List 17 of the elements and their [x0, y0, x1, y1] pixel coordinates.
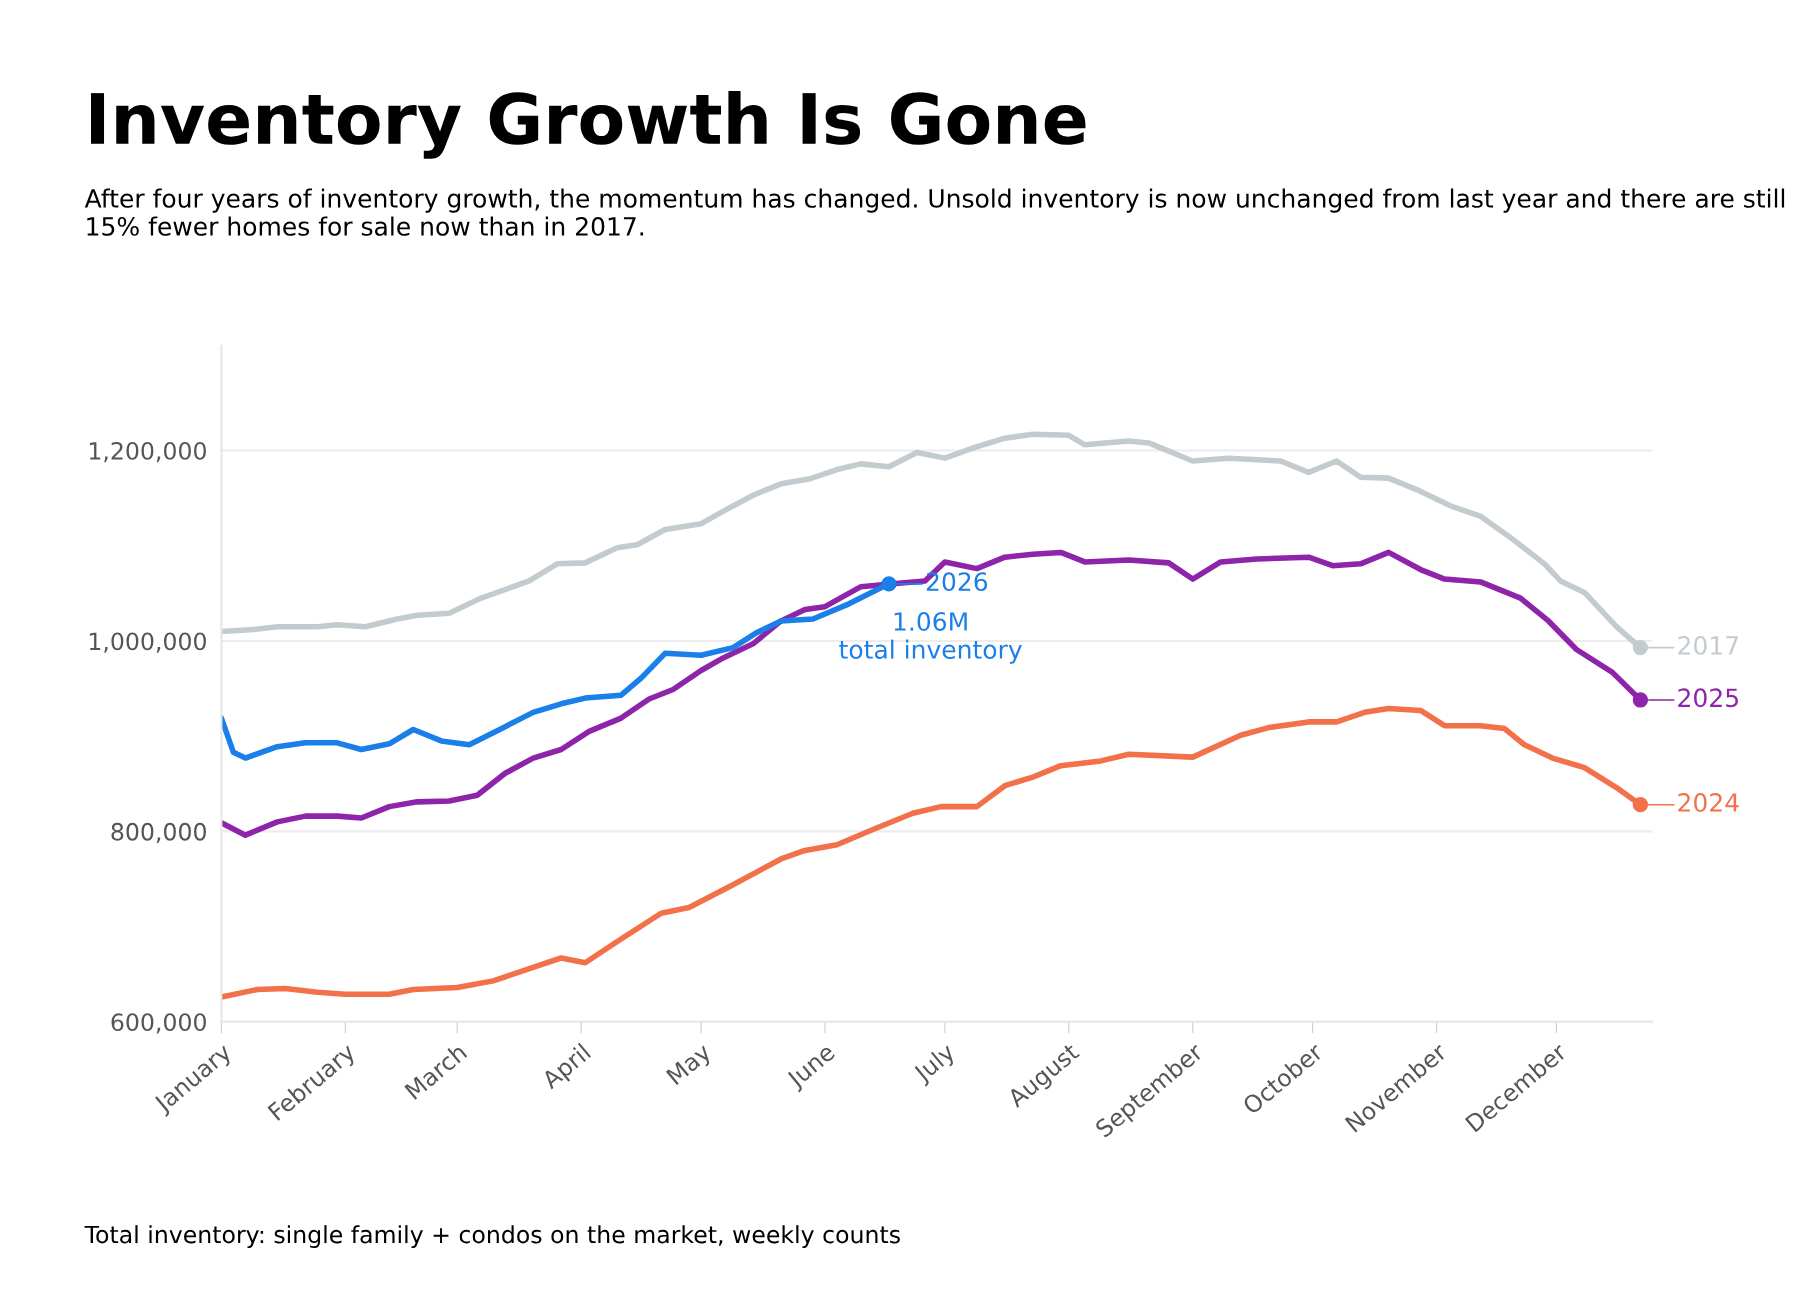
y-tick-label: 1,000,000 [89, 632, 206, 653]
legend-label: 2026 [926, 572, 988, 592]
point [1632, 692, 1649, 708]
legend-label: 2024 [1678, 793, 1739, 812]
x-tick-label: May [665, 1042, 716, 1089]
y-tick-label: 600,000 [111, 1013, 206, 1034]
point [1632, 639, 1649, 656]
text: Total inventory: single family + condos on the market, weekly counts [84, 1225, 900, 1248]
y-tick-label: 1,200,000 [89, 441, 206, 463]
chart-title: Inventory Growth Is Gone [90, 91, 1086, 159]
chart-subtitle: After four years of inventory growth, the momentum has changed. Unsold inventory is now unchanged from last year and there are still 15% fewer homes for sale now than in 2017. [84, 188, 1785, 236]
legend-label: 2025 [1678, 688, 1738, 708]
point [1632, 797, 1649, 813]
point [881, 576, 897, 592]
y-tick-label: 800,000 [111, 822, 206, 844]
legend-label: 2017 [1678, 635, 1739, 655]
annotation: 1.06M total inventory [839, 612, 1022, 664]
